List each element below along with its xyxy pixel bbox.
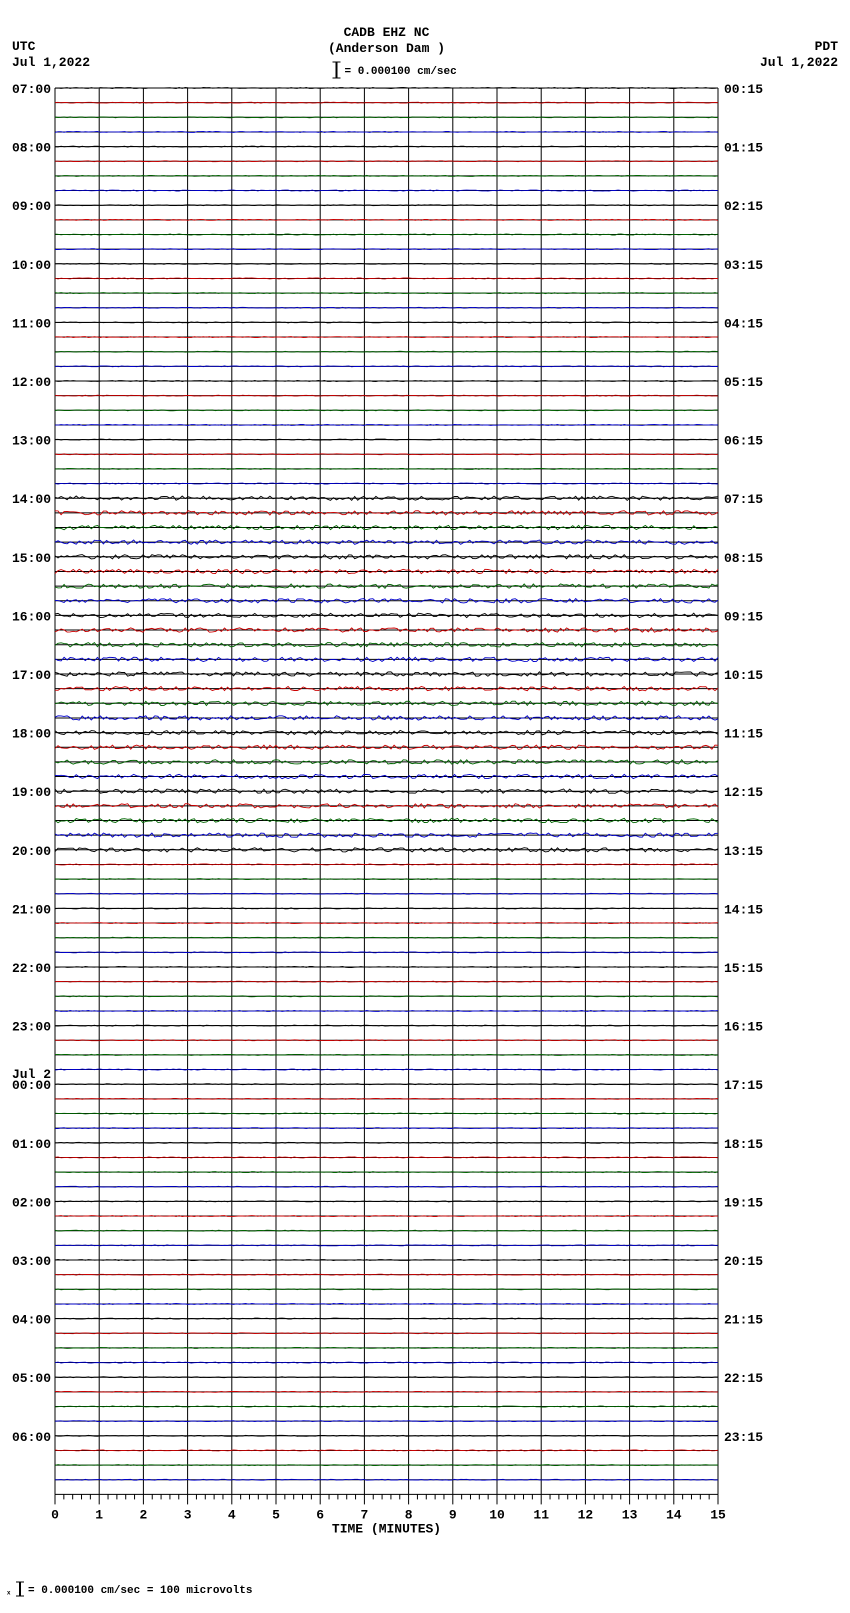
right-hour-label: 17:15 (724, 1078, 763, 1093)
right-hour-label: 09:15 (724, 609, 763, 624)
xtick-label: 13 (622, 1507, 638, 1522)
right-hour-label: 14:15 (724, 902, 763, 917)
xtick-label: 8 (405, 1507, 413, 1522)
right-hour-label: 05:15 (724, 375, 763, 390)
xtick-label: 6 (316, 1507, 324, 1522)
left-hour-label: 17:00 (12, 668, 51, 683)
xtick-label: 12 (578, 1507, 594, 1522)
left-hour-label: 01:00 (12, 1137, 51, 1152)
right-tz-label: PDT (815, 39, 839, 54)
station-title: CADB EHZ NC (344, 25, 430, 40)
seismic-trace (55, 584, 718, 588)
right-hour-label: 04:15 (724, 316, 763, 331)
left-hour-label: 15:00 (12, 551, 51, 566)
right-hour-label: 06:15 (724, 434, 763, 449)
xtick-label: 4 (228, 1507, 236, 1522)
left-hour-label: 12:00 (12, 375, 51, 390)
right-hour-label: 10:15 (724, 668, 763, 683)
left-hour-label: 05:00 (12, 1371, 51, 1386)
left-tz-label: UTC (12, 39, 36, 54)
x-axis-label: TIME (MINUTES) (332, 1521, 441, 1536)
right-hour-label: 11:15 (724, 727, 763, 742)
right-hour-label: 16:15 (724, 1020, 763, 1035)
right-hour-label: 22:15 (724, 1371, 763, 1386)
right-hour-label: 12:15 (724, 785, 763, 800)
left-hour-label: 20:00 (12, 844, 51, 859)
scale-text: = 0.000100 cm/sec (345, 66, 457, 78)
left-hour-label: 10:00 (12, 258, 51, 273)
left-hour-label: 23:00 (12, 1020, 51, 1035)
right-hour-label: 21:15 (724, 1313, 763, 1328)
xtick-label: 9 (449, 1507, 457, 1522)
right-hour-label: 18:15 (724, 1137, 763, 1152)
right-hour-label: 07:15 (724, 492, 763, 507)
left-hour-label: 06:00 (12, 1430, 51, 1445)
right-hour-label: 13:15 (724, 844, 763, 859)
right-hour-label: 00:15 (724, 82, 763, 97)
left-hour-label: 04:00 (12, 1313, 51, 1328)
xtick-label: 0 (51, 1507, 59, 1522)
left-hour-label: 13:00 (12, 434, 51, 449)
right-hour-label: 20:15 (724, 1254, 763, 1269)
left-hour-label: 11:00 (12, 316, 51, 331)
xtick-label: 15 (710, 1507, 726, 1522)
xtick-label: 14 (666, 1507, 682, 1522)
xtick-label: 1 (95, 1507, 103, 1522)
right-hour-label: 19:15 (724, 1195, 763, 1210)
right-hour-label: 01:15 (724, 141, 763, 156)
footer-conversion: = 0.000100 cm/sec = 100 microvolts (28, 1585, 252, 1597)
left-hour-label: 19:00 (12, 785, 51, 800)
left-date-label: Jul 1,2022 (12, 55, 90, 70)
left-hour-label: 00:00 (12, 1078, 51, 1093)
left-hour-label: 03:00 (12, 1254, 51, 1269)
footer-prefix: ₓ (6, 1587, 11, 1597)
left-hour-label: 22:00 (12, 961, 51, 976)
left-hour-label: 02:00 (12, 1195, 51, 1210)
left-hour-label: 08:00 (12, 141, 51, 156)
right-hour-label: 08:15 (724, 551, 763, 566)
left-hour-label: 21:00 (12, 902, 51, 917)
xtick-label: 5 (272, 1507, 280, 1522)
left-hour-label: 14:00 (12, 492, 51, 507)
left-hour-label: 18:00 (12, 727, 51, 742)
xtick-label: 11 (533, 1507, 549, 1522)
left-hour-label: 07:00 (12, 82, 51, 97)
xtick-label: 10 (489, 1507, 505, 1522)
right-hour-label: 03:15 (724, 258, 763, 273)
seismic-trace (55, 657, 718, 661)
left-hour-label: 09:00 (12, 199, 51, 214)
station-subtitle: (Anderson Dam ) (328, 41, 445, 56)
xtick-label: 2 (139, 1507, 147, 1522)
left-hour-label: 16:00 (12, 609, 51, 624)
xtick-label: 7 (360, 1507, 368, 1522)
right-date-label: Jul 1,2022 (760, 55, 838, 70)
right-hour-label: 23:15 (724, 1430, 763, 1445)
xtick-label: 3 (184, 1507, 192, 1522)
right-hour-label: 15:15 (724, 961, 763, 976)
right-hour-label: 02:15 (724, 199, 763, 214)
